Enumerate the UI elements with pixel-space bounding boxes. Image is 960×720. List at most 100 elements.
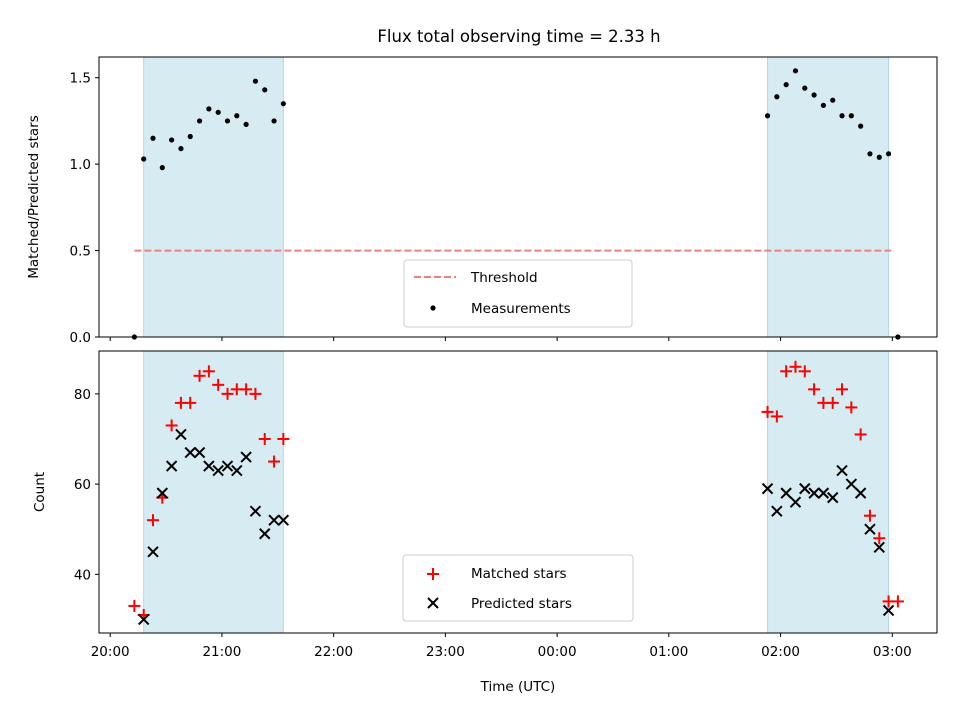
predicted-star-point: [817, 487, 830, 499]
predicted-star-point-b: [249, 505, 262, 517]
top-x-ticks: [109, 337, 893, 341]
predicted-star-point-b: [156, 487, 169, 499]
y-tick-label: 80: [74, 387, 91, 403]
legend-measurements-label: Measurements: [471, 301, 571, 317]
y-tick-label: 0.5: [70, 244, 91, 260]
predicted-star-point: [268, 514, 280, 526]
measurement-point: [262, 87, 268, 93]
bottom-legend-box: [402, 554, 634, 622]
predicted-star-point-b: [780, 487, 792, 499]
measurement-point: [150, 135, 156, 141]
x-tick-label: 01:00: [649, 644, 688, 660]
measurement-point: [224, 118, 231, 124]
matched-star-point: [770, 410, 783, 423]
predicted-star-point-b: [882, 604, 895, 617]
measurement-point: [243, 121, 249, 128]
measurement-point: [159, 165, 165, 171]
matched-star-point: [147, 514, 160, 527]
legend-matched-label: Matched stars: [471, 566, 567, 582]
measurement-point: [811, 92, 817, 98]
y-tick-label: 1.0: [70, 157, 91, 173]
predicted-star-point: [221, 460, 234, 472]
predicted-star-point-b: [147, 546, 159, 558]
measurement-point: [141, 156, 147, 162]
bottom-legend: Matched stars Predicted stars: [402, 554, 634, 622]
measurement-point: [252, 78, 259, 84]
top-axes-frame: [98, 56, 938, 338]
predicted-star-point: [836, 464, 848, 477]
predicted-star-point-b: [175, 428, 187, 441]
matched-star-point: [761, 405, 774, 418]
matched-star-point: [798, 365, 811, 378]
x-axis-label: Time (UTC): [480, 679, 556, 695]
top-y-ticks: 0.0 0.5 1.0 1.5: [70, 71, 99, 346]
matched-star-point: [212, 378, 225, 391]
bottom-panel: 40 60 80 20:00 21:00 22:00 23:00 00:00 01:00 02:…: [32, 350, 938, 695]
predicted-star-point: [240, 451, 252, 463]
matched-star-point: [128, 599, 141, 612]
predicted-star-point: [147, 546, 159, 558]
bottom-y-axis-label: Count: [32, 472, 48, 512]
predicted-star-point: [184, 446, 196, 459]
predicted-star-point: [864, 523, 876, 535]
predicted-star-point: [780, 487, 792, 499]
measurement-point: [215, 109, 221, 115]
matched-star-point: [202, 365, 215, 378]
predicted-star-point-b: [836, 464, 848, 477]
top-y-axis-label: Matched/Predicted stars: [26, 115, 42, 278]
matched-star-point: [221, 387, 234, 400]
y-tick-label: 60: [74, 477, 91, 493]
matched-star-point: [780, 365, 793, 378]
predicted-star-point-b: [193, 446, 206, 459]
predicted-star-point: [845, 478, 858, 490]
predicted-star-point-b: [212, 464, 224, 477]
measurement-point: [885, 151, 892, 157]
measurement-point: [271, 118, 277, 124]
predicted-star-point-b: [817, 487, 830, 499]
x-tick-label: 22:00: [314, 644, 353, 660]
x-tick-label: 20:00: [91, 644, 130, 660]
predicted-star-point: [761, 482, 774, 495]
predicted-star-point-b: [268, 514, 280, 526]
x-tick-label: 00:00: [538, 644, 577, 660]
predicted-star-point-b: [808, 487, 820, 499]
predicted-star-point-b: [231, 464, 243, 477]
matched-star-point: [808, 383, 821, 396]
legend-measurements-swatch: [430, 305, 436, 311]
legend-threshold-label: Threshold: [470, 270, 538, 286]
predicted-star-point-b: [761, 482, 774, 495]
measurement-point: [858, 123, 864, 129]
predicted-star-point-b: [873, 541, 885, 553]
measurement-point: [280, 101, 286, 107]
predicted-star-point: [277, 514, 290, 526]
measurement-point: [196, 118, 203, 124]
matched-star-point: [193, 369, 206, 382]
legend-matched-swatch: [427, 568, 439, 580]
predicted-star-point: [259, 528, 271, 540]
predicted-star-point: [827, 491, 839, 504]
predicted-star-point: [771, 505, 783, 517]
legend-predicted-swatch: [427, 597, 439, 609]
predicted-star-point-b: [165, 460, 178, 472]
x-tick-label: 03:00: [873, 644, 912, 660]
matched-star-point: [826, 396, 839, 409]
predicted-star-point-b: [845, 478, 858, 490]
matched-star-point: [249, 387, 262, 400]
predicted-star-point: [137, 613, 150, 626]
measurement-point: [187, 133, 193, 140]
matched-star-point: [165, 419, 178, 432]
predicted-star-point: [231, 464, 243, 477]
predicted-star-point: [193, 446, 206, 459]
predicted-star-point-b: [221, 460, 234, 472]
matched-stars-points: [128, 360, 904, 621]
predicted-star-point: [882, 604, 895, 617]
predicted-star-point-b: [827, 491, 839, 504]
predicted-star-point: [175, 428, 187, 441]
matched-star-point: [854, 428, 867, 441]
y-tick-label: 0.0: [70, 330, 91, 346]
predicted-star-point-b: [259, 528, 271, 540]
measurement-point: [802, 85, 808, 91]
predicted-star-point: [165, 460, 178, 472]
matched-star-point: [863, 509, 876, 522]
